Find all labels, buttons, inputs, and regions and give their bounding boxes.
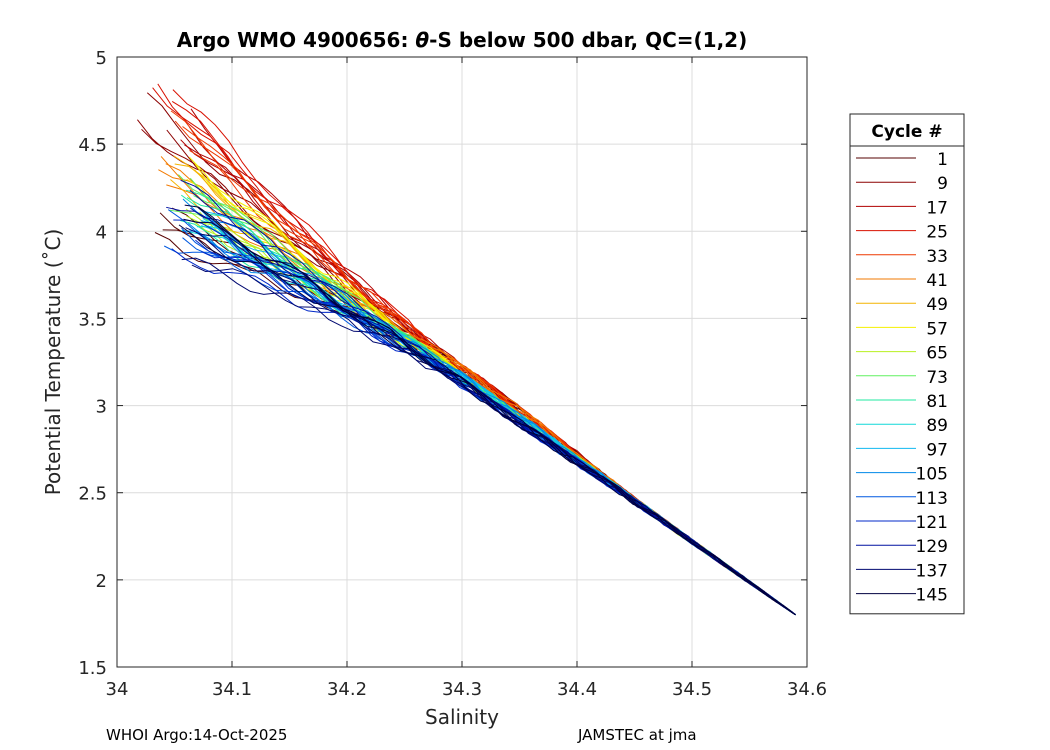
legend-entry-label: 73 <box>926 368 948 388</box>
legend-entry-label: 113 <box>916 489 948 509</box>
x-tick-label: 34.4 <box>557 679 597 700</box>
legend-entry-label: 129 <box>916 537 948 557</box>
series-group <box>137 83 796 616</box>
legend-entry-label: 137 <box>916 561 948 581</box>
x-axis-ticks: 34 34.1 34.2 34.3 34.4 34.5 34.6 <box>106 57 827 700</box>
legend-title: Cycle # <box>871 122 942 142</box>
y-tick-label: 2.5 <box>78 484 107 505</box>
x-tick-label: 34.2 <box>327 679 367 700</box>
legend-entry-label: 1 <box>937 150 948 170</box>
legend-entry-label: 89 <box>926 416 948 436</box>
legend-entry-label: 9 <box>937 174 948 194</box>
chart-title: Argo WMO 4900656: θ-S below 500 dbar, QC… <box>177 28 747 52</box>
y-tick-label: 1.5 <box>78 658 107 679</box>
legend-entry-label: 145 <box>916 586 948 606</box>
footer-left-text: WHOI Argo:14-Oct-2025 <box>106 726 288 744</box>
x-tick-label: 34.3 <box>442 679 482 700</box>
y-tick-label: 3.5 <box>78 309 107 330</box>
legend-entry-label: 97 <box>926 440 948 460</box>
y-tick-label: 4.5 <box>78 135 107 156</box>
legend-entry-label: 33 <box>926 247 948 267</box>
legend-box <box>849 113 965 615</box>
y-axis-label: Potential Temperature (˚C) <box>41 229 65 496</box>
x-tick-label: 34.1 <box>212 679 252 700</box>
x-tick-label: 34.5 <box>672 679 712 700</box>
legend-entry-label: 81 <box>926 392 948 412</box>
legend-entry-label: 25 <box>926 223 948 243</box>
legend-entry-label: 49 <box>926 295 948 315</box>
y-axis-ticks: 1.5 2 2.5 3 3.5 4 4.5 5 <box>78 48 807 679</box>
x-tick-label: 34 <box>106 679 129 700</box>
legend-entry-label: 57 <box>926 319 948 339</box>
x-tick-label: 34.6 <box>787 679 827 700</box>
legend-entry-label: 17 <box>926 198 948 218</box>
legend-entry-label: 65 <box>926 344 948 364</box>
y-tick-label: 3 <box>96 397 107 418</box>
profile-line-cycle-145 <box>178 224 796 616</box>
profile-line-cycle-145 <box>197 206 796 616</box>
legend-entry-label: 121 <box>916 513 948 533</box>
legend-entry-label: 41 <box>926 271 948 291</box>
x-axis-label: Salinity <box>425 705 499 729</box>
y-tick-label: 2 <box>96 571 107 592</box>
footer-right-text: JAMSTEC at jma <box>578 726 697 744</box>
y-tick-label: 5 <box>96 48 107 69</box>
legend-entry-label: 105 <box>916 465 948 485</box>
y-tick-label: 4 <box>96 222 107 243</box>
legend: Cycle # 1 9 17 25 33 41 49 57 65 73 81 89 97 105 113 121… <box>849 113 965 615</box>
